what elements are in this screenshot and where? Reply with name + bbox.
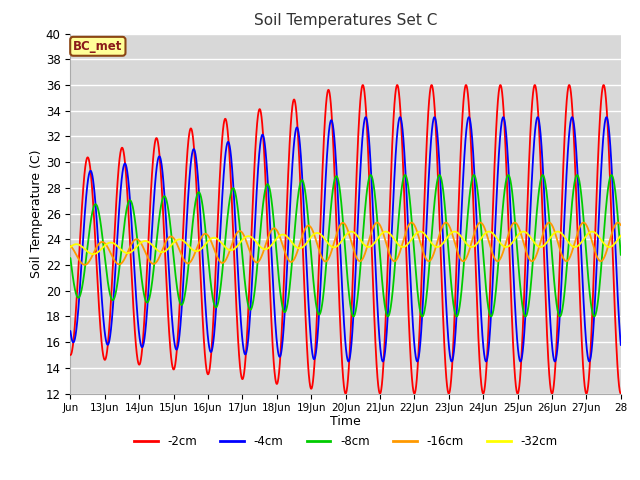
X-axis label: Time: Time xyxy=(330,415,361,428)
Text: BC_met: BC_met xyxy=(73,40,122,53)
Legend: -2cm, -4cm, -8cm, -16cm, -32cm: -2cm, -4cm, -8cm, -16cm, -32cm xyxy=(129,430,562,453)
Title: Soil Temperatures Set C: Soil Temperatures Set C xyxy=(254,13,437,28)
Y-axis label: Soil Temperature (C): Soil Temperature (C) xyxy=(30,149,43,278)
